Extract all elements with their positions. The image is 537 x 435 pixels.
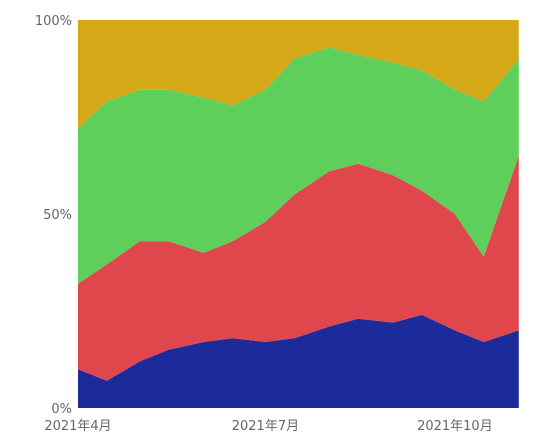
series-area-2	[78, 47, 519, 284]
y-axis: 0% 50% 100%	[35, 14, 72, 417]
x-tick-label: 2021年7月	[232, 419, 299, 434]
y-tick-label: 50%	[43, 208, 72, 223]
series-area-3	[78, 20, 519, 129]
x-tick-label: 2021年10月	[417, 419, 493, 434]
plot-area	[78, 20, 519, 408]
y-tick-label: 100%	[35, 14, 72, 29]
series-area-1	[78, 155, 519, 381]
y-tick-label: 0%	[51, 402, 72, 417]
x-tick-label: 2021年4月	[44, 419, 111, 434]
series-area-0	[78, 314, 519, 408]
x-axis: 2021年4月 2021年7月 2021年10月	[44, 419, 492, 434]
